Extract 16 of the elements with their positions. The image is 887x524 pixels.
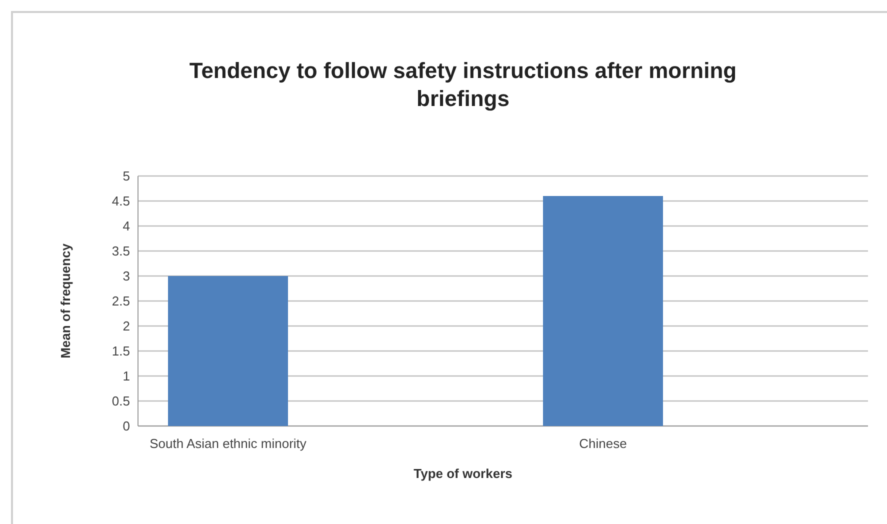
y-tick-label: 2.5 [112,294,130,309]
x-tick-label: Chinese [579,436,627,451]
y-tick-label: 3 [122,268,130,284]
y-tick-label: 0.5 [112,394,130,409]
y-tick-label: 4 [122,218,130,234]
y-tick-label: 0 [122,418,130,434]
y-tick-label: 1.5 [112,344,130,359]
y-tick-label: 3.5 [112,244,130,259]
x-tick-label: South Asian ethnic minority [150,436,307,451]
y-tick-label: 5 [122,168,130,184]
y-tick-label: 2 [122,318,130,334]
y-tick-label: 4.5 [112,194,130,209]
y-axis-title: Mean of frequency [58,242,73,358]
chart-title: Tendency to follow safety instructions after morning briefings [189,58,737,111]
y-tick-label: 1 [122,368,130,384]
x-axis-title: Type of workers [414,466,512,481]
